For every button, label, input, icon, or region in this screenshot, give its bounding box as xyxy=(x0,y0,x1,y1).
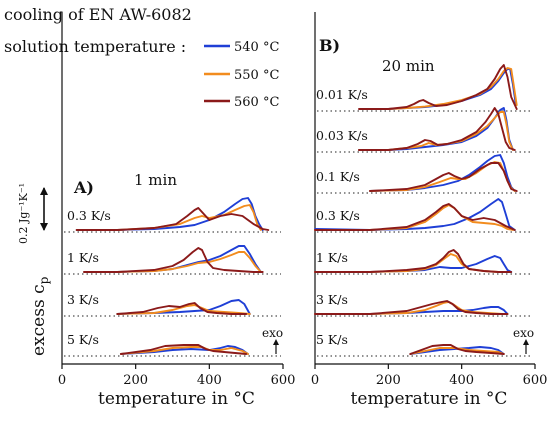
series-line-540 xyxy=(409,346,505,355)
series-line-560 xyxy=(358,64,518,110)
panel-b-label: B) xyxy=(319,36,340,55)
series-line-560 xyxy=(409,344,505,355)
scale-bar-label: 0.2 Jg⁻¹K⁻¹ xyxy=(17,183,30,244)
rate-label: 0.03 K/s xyxy=(316,128,368,143)
exo-marker-b: exo xyxy=(513,326,534,354)
panel-b-title: 20 min xyxy=(382,57,435,75)
rate-label: 0.1 K/s xyxy=(316,169,360,184)
legend-label-540: 540 °C xyxy=(234,40,279,55)
rate-label: 0.3 K/s xyxy=(67,208,111,223)
scale-bar: 0.2 Jg⁻¹K⁻¹ xyxy=(17,183,48,244)
x-axis-label: temperature in °C xyxy=(351,389,508,409)
series-line-540 xyxy=(116,299,251,315)
rate-label: 5 K/s xyxy=(316,332,348,347)
x-tick-label: 400 xyxy=(449,373,474,388)
x-tick-label: 0 xyxy=(58,373,66,388)
series-line-540 xyxy=(361,68,517,110)
series-line-560 xyxy=(358,107,516,151)
series-line-560 xyxy=(314,300,509,315)
series-line-540 xyxy=(369,154,516,192)
exo-arrow-icon-a xyxy=(273,339,279,345)
panel-b: 0 200 400 600 temperature in °C 0.01 K/s 0.03 … xyxy=(311,12,548,409)
rate-label: 0.01 K/s xyxy=(316,87,368,102)
panel-a-title: 1 min xyxy=(134,171,177,189)
series-line-540 xyxy=(314,198,516,231)
legend-label-560: 560 °C xyxy=(234,95,279,110)
exo-label-b: exo xyxy=(513,326,534,340)
series-line-560 xyxy=(119,344,248,355)
scale-bar-down-arrow-icon xyxy=(40,223,48,231)
rate-label: 1 K/s xyxy=(67,250,99,265)
figure-title: cooling of EN AW-6082 xyxy=(4,5,192,24)
series-line-560 xyxy=(116,302,248,315)
series-line-560 xyxy=(314,249,513,273)
y-axis-label: excess cp xyxy=(29,276,51,356)
x-tick-label: 200 xyxy=(123,373,148,388)
series-line-560 xyxy=(75,207,270,231)
series-line-550 xyxy=(409,347,505,355)
exo-label-a: exo xyxy=(262,326,283,340)
x-tick-label: 200 xyxy=(376,373,401,388)
x-tick-label: 600 xyxy=(523,373,548,388)
x-tick-label: 600 xyxy=(271,373,296,388)
rate-label: 0.3 K/s xyxy=(316,208,360,223)
x-tick-label: 400 xyxy=(197,373,222,388)
rate-label: 1 K/s xyxy=(316,250,348,265)
series-line-550 xyxy=(83,251,262,273)
series-line-560 xyxy=(314,203,516,231)
legend: 540 °C 550 °C 560 °C xyxy=(204,40,279,110)
series-line-550 xyxy=(358,111,514,151)
series-line-560 xyxy=(369,162,518,192)
exo-marker-a: exo xyxy=(262,326,283,354)
legend-label-550: 550 °C xyxy=(234,68,279,83)
scale-bar-up-arrow-icon xyxy=(40,187,48,195)
exo-arrow-icon-b xyxy=(523,339,529,345)
figure-subtitle: solution temperature : xyxy=(4,37,186,56)
series-line-540 xyxy=(119,345,249,355)
panel-a: 0 200 400 600 temperature in °C 0.3 K/s 1 K/s 3… xyxy=(58,12,296,409)
rate-label: 3 K/s xyxy=(316,292,348,307)
rate-label: 5 K/s xyxy=(67,332,99,347)
x-axis-label: temperature in °C xyxy=(98,389,255,409)
series-line-560 xyxy=(83,247,264,273)
panel-a-label: A) xyxy=(73,178,94,197)
x-tick-label: 0 xyxy=(311,373,319,388)
rate-label: 3 K/s xyxy=(67,292,99,307)
